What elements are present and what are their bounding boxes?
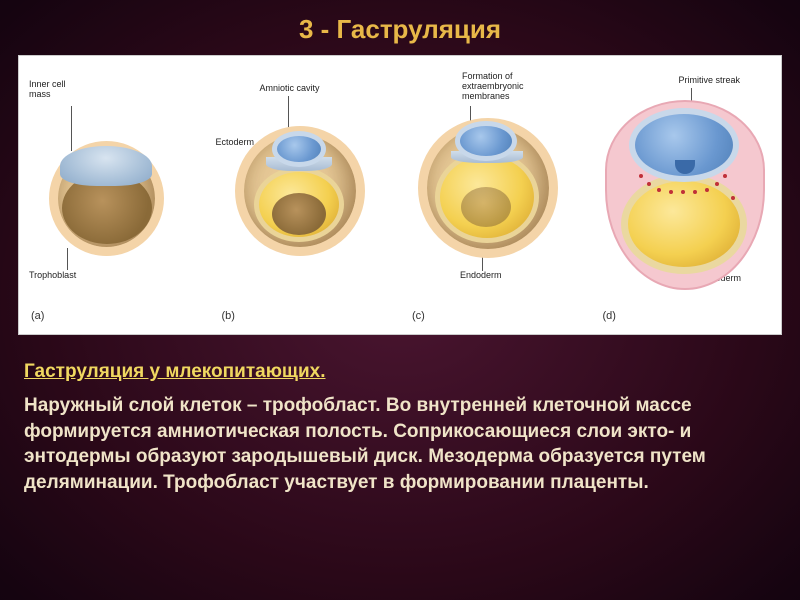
mesoderm-dot <box>681 190 685 194</box>
stage-letter-a: (a) <box>31 310 44 322</box>
mesoderm-dot <box>731 196 735 200</box>
mesoderm-dot <box>639 174 643 178</box>
stage-letter-c: (c) <box>412 310 425 322</box>
label-inner-cell-mass: Inner cell mass <box>29 80 66 100</box>
embryo-b <box>235 126 365 256</box>
amniotic-b <box>272 131 326 167</box>
mesoderm-dot <box>723 174 727 178</box>
amniotic-c <box>455 121 517 161</box>
mesoderm-dot <box>715 182 719 186</box>
stage-letter-d: (d) <box>603 310 616 322</box>
mesoderm-dot <box>657 188 661 192</box>
label-ectoderm: Ectoderm <box>216 138 255 148</box>
mesoderm-dot <box>647 182 651 186</box>
icm-a <box>60 146 152 186</box>
label-formation: Formation of extraembryonic membranes <box>462 72 524 102</box>
stage-b: Amniotic cavity Ectoderm (b) <box>210 56 401 334</box>
inner-c <box>461 187 511 227</box>
pointer <box>71 106 72 151</box>
embryo-d-outer <box>605 100 765 290</box>
embryo-c <box>418 118 558 258</box>
stage-letter-b: (b) <box>222 310 235 322</box>
mesoderm-dot <box>693 190 697 194</box>
label-primitive-streak: Primitive streak <box>679 76 741 86</box>
diagram-panel: Inner cell mass Trophoblast (a) Amniotic… <box>18 55 782 335</box>
subtitle: Гаструляция у млекопитающих. <box>24 361 776 383</box>
body-text: Наружный слой клеток – трофобласт. Во вн… <box>24 393 776 496</box>
slide-title: 3 - Гаструляция <box>0 0 800 45</box>
stage-d: Primitive streak Mesoderm (d) <box>591 56 782 334</box>
label-trophoblast: Trophoblast <box>29 271 76 281</box>
yolk-d <box>621 174 747 274</box>
label-endoderm: Endoderm <box>460 271 502 281</box>
mesoderm-dot <box>669 190 673 194</box>
label-amniotic-cavity: Amniotic cavity <box>260 84 320 94</box>
stage-c: Formation of extraembryonic membranes En… <box>400 56 591 334</box>
pointer <box>67 248 68 270</box>
pointer <box>482 256 483 271</box>
mesoderm-dot <box>705 188 709 192</box>
stage-a: Inner cell mass Trophoblast (a) <box>19 56 210 334</box>
embryo-a <box>49 141 164 256</box>
inner-b <box>272 193 326 235</box>
